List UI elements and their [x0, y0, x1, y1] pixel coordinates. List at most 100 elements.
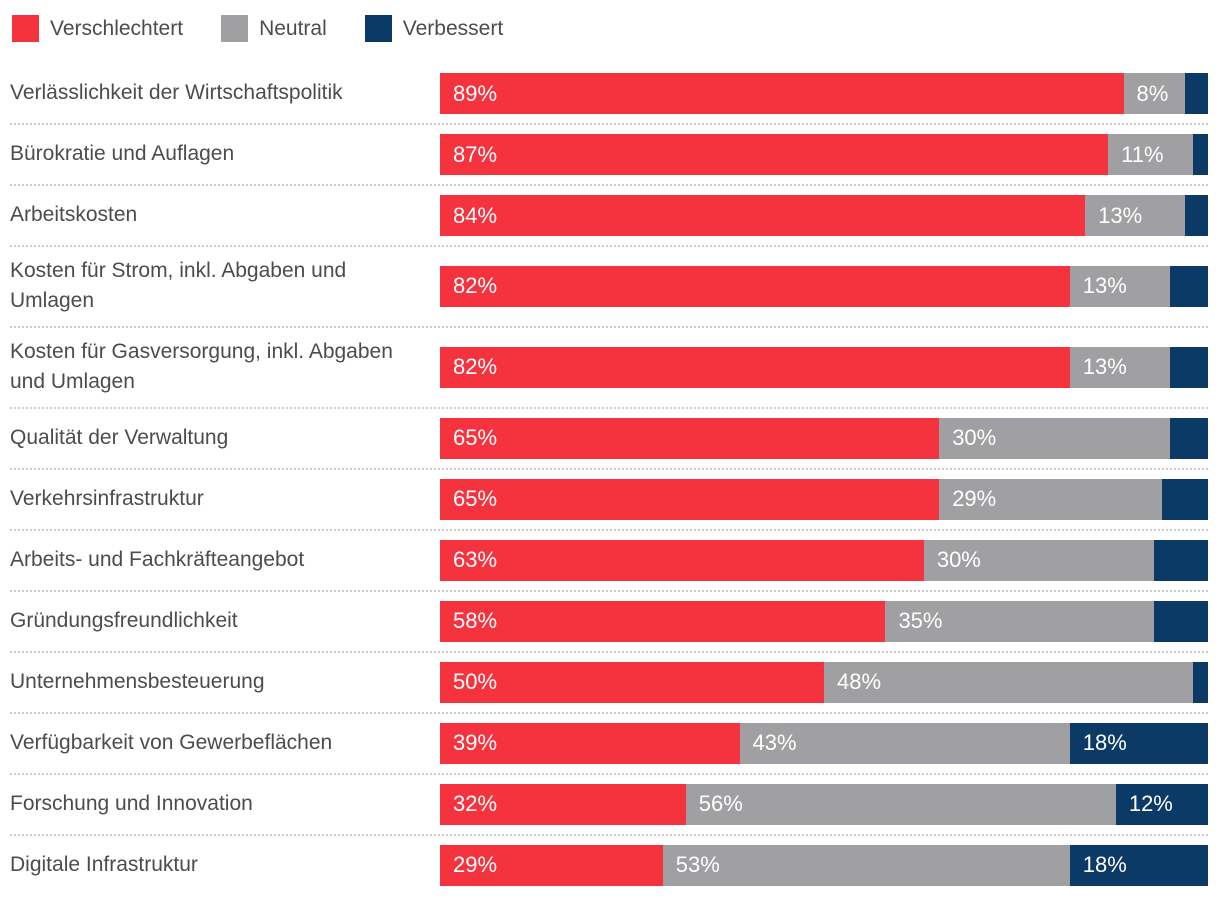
segment-verschlechtert: 82%	[440, 265, 1070, 307]
segment-verbessert	[1192, 661, 1208, 703]
segment-value-label: 13%	[1082, 354, 1127, 380]
row-label: Kosten für Gasversorgung, inkl. Abgaben …	[10, 339, 393, 394]
stacked-bar: 82% 13%	[440, 346, 1208, 388]
segment-verschlechtert: 29%	[440, 844, 663, 886]
segment-value-label: 32%	[453, 791, 498, 817]
legend-item-verschlechtert: Verschlechtert	[12, 15, 183, 42]
segment-value-label: 82%	[453, 273, 498, 299]
row-label: Verfügbarkeit von Gewerbeflächen	[10, 731, 333, 755]
segment-value-label: 30%	[952, 425, 997, 451]
segment-value-label: 12%	[1128, 791, 1173, 817]
segment-value-label: 18%	[1082, 852, 1127, 878]
segment-value-label: 56%	[698, 791, 743, 817]
stacked-bar: 29% 53% 18%	[440, 844, 1208, 886]
segment-value-label: 13%	[1098, 202, 1143, 228]
chart-row: Digitale Infrastruktur 29% 53% 18%	[10, 836, 1208, 895]
stacked-bar: 32% 56% 12%	[440, 783, 1208, 825]
chart-row: Verkehrsinfrastruktur 65% 29%	[10, 470, 1208, 531]
segment-verbessert	[1169, 265, 1208, 307]
segment-neutral: 56%	[685, 783, 1116, 825]
legend-item-neutral: Neutral	[221, 15, 327, 42]
legend-color-swatch-icon	[12, 15, 39, 42]
row-label: Digitale Infrastruktur	[10, 853, 198, 877]
chart-row: Arbeitskosten 84% 13%	[10, 186, 1208, 247]
stacked-bar: 39% 43% 18%	[440, 722, 1208, 764]
row-label: Bürokratie und Auflagen	[10, 142, 235, 166]
chart-rows: Verlässlichkeit der Wirtschaftspolitik 8…	[10, 64, 1208, 895]
row-label: Verlässlichkeit der Wirtschaftspolitik	[10, 81, 343, 105]
row-label: Gründungsfreundlichkeit	[10, 609, 238, 633]
segment-verschlechtert: 82%	[440, 346, 1070, 388]
segment-value-label: 87%	[453, 141, 498, 167]
segment-verschlechtert: 39%	[440, 722, 740, 764]
segment-neutral: 11%	[1108, 134, 1193, 175]
segment-verschlechtert: 32%	[440, 783, 686, 825]
segment-neutral: 30%	[939, 417, 1170, 459]
segment-verbessert: 18%	[1069, 844, 1208, 886]
legend-item-label: Neutral	[259, 17, 327, 40]
segment-value-label: 50%	[453, 669, 498, 695]
segment-neutral: 35%	[885, 600, 1155, 642]
segment-verbessert	[1154, 600, 1208, 642]
segment-neutral: 13%	[1069, 265, 1170, 307]
chart-row: Bürokratie und Auflagen 87% 11%	[10, 125, 1208, 186]
legend-item-verbessert: Verbessert	[364, 15, 504, 42]
segment-verbessert	[1169, 417, 1208, 459]
segment-verbessert: 12%	[1115, 783, 1208, 825]
segment-verbessert	[1161, 478, 1208, 520]
segment-value-label: 84%	[453, 202, 498, 228]
segment-value-label: 58%	[453, 608, 498, 634]
chart-row: Verlässlichkeit der Wirtschaftspolitik 8…	[10, 64, 1208, 125]
stacked-bar-chart: Verschlechtert Neutral Verbessert Verläs…	[10, 15, 1208, 895]
stacked-bar: 89% 8%	[440, 73, 1208, 114]
segment-verschlechtert: 63%	[440, 539, 924, 581]
segment-neutral: 29%	[939, 478, 1162, 520]
segment-verschlechtert: 65%	[440, 417, 940, 459]
segment-value-label: 18%	[1082, 730, 1127, 756]
segment-value-label: 13%	[1082, 273, 1127, 299]
segment-verbessert	[1184, 73, 1208, 114]
segment-value-label: 65%	[453, 425, 498, 451]
stacked-bar: 65% 29%	[440, 478, 1208, 520]
chart-row: Forschung und Innovation 32% 56% 12%	[10, 775, 1208, 836]
segment-neutral: 30%	[923, 539, 1155, 581]
row-label: Kosten für Strom, inkl. Abgaben und Umla…	[10, 259, 347, 313]
segment-neutral: 13%	[1085, 195, 1185, 236]
segment-neutral: 53%	[662, 844, 1070, 886]
segment-value-label: 65%	[453, 486, 498, 512]
row-label: Qualität der Verwaltung	[10, 426, 229, 450]
segment-value-label: 30%	[936, 547, 981, 573]
legend-item-label: Verschlechtert	[50, 17, 184, 40]
segment-value-label: 89%	[453, 80, 498, 106]
legend-color-swatch-icon	[221, 15, 249, 42]
legend-item-label: Verbessert	[402, 17, 504, 40]
segment-value-label: 35%	[898, 608, 943, 634]
segment-verbessert	[1192, 134, 1208, 175]
segment-value-label: 8%	[1136, 80, 1169, 106]
segment-verschlechtert: 87%	[440, 134, 1109, 175]
row-label: Arbeitskosten	[10, 203, 138, 227]
row-label: Forschung und Innovation	[10, 792, 253, 816]
segment-verschlechtert: 58%	[440, 600, 886, 642]
stacked-bar: 63% 30%	[440, 539, 1208, 581]
segment-value-label: 29%	[453, 852, 498, 878]
chart-row: Qualität der Verwaltung 65% 30%	[10, 409, 1208, 470]
row-label: Arbeits- und Fachkräfteangebot	[10, 548, 305, 572]
segment-neutral: 48%	[824, 661, 1193, 703]
segment-verbessert: 18%	[1069, 722, 1208, 764]
chart-row: Gründungsfreundlichkeit 58% 35%	[10, 592, 1208, 653]
stacked-bar: 82% 13%	[440, 265, 1208, 307]
segment-value-label: 63%	[453, 547, 498, 573]
segment-neutral: 8%	[1123, 73, 1185, 114]
chart-row: Kosten für Strom, inkl. Abgaben und Umla…	[10, 247, 1208, 328]
segment-neutral: 13%	[1069, 346, 1170, 388]
segment-verschlechtert: 50%	[440, 661, 824, 703]
chart-row: Arbeits- und Fachkräfteangebot 63% 30%	[10, 531, 1208, 592]
segment-value-label: 11%	[1121, 141, 1164, 167]
segment-verschlechtert: 65%	[440, 478, 940, 520]
stacked-bar: 87% 11%	[440, 134, 1208, 175]
legend-color-swatch-icon	[364, 15, 392, 42]
chart-row: Verfügbarkeit von Gewerbeflächen 39% 43%…	[10, 714, 1208, 775]
stacked-bar: 50% 48%	[440, 661, 1208, 703]
segment-verbessert	[1169, 346, 1208, 388]
